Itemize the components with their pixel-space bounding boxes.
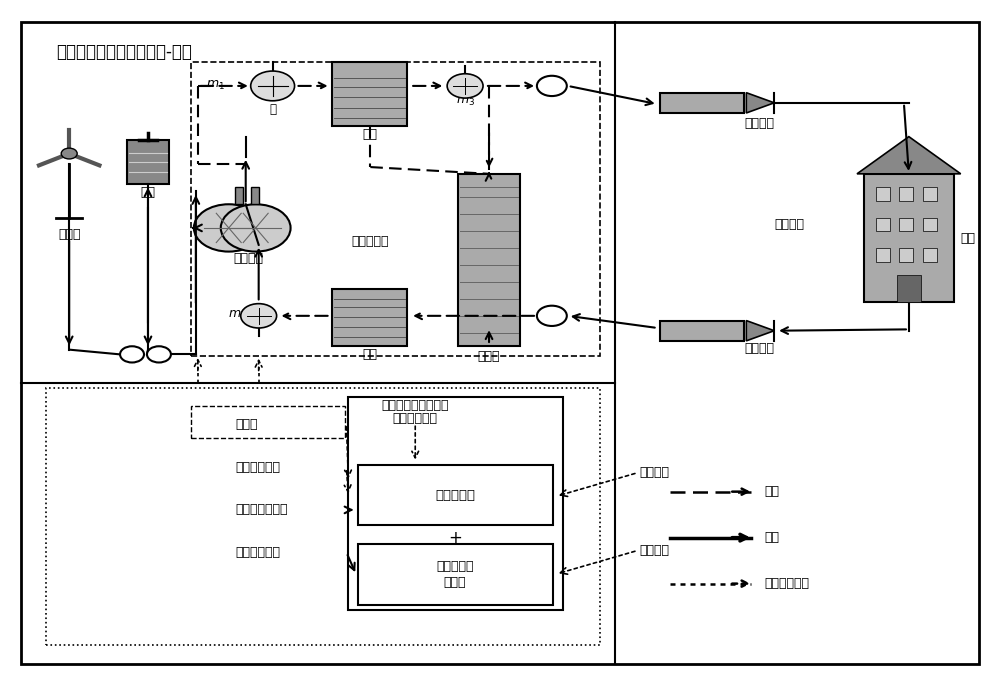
- Text: 泵调节: 泵调节: [236, 418, 258, 430]
- Bar: [923, 249, 937, 261]
- Text: +: +: [448, 529, 462, 547]
- Text: 机控制: 机控制: [444, 576, 466, 589]
- Bar: [923, 218, 937, 232]
- Circle shape: [61, 148, 77, 159]
- Polygon shape: [746, 320, 774, 341]
- Text: 站内热循环: 站内热循环: [352, 235, 389, 248]
- Bar: [358, 544, 553, 604]
- Bar: [251, 187, 259, 204]
- Text: 电池: 电池: [140, 185, 155, 198]
- Text: 实际检测信息: 实际检测信息: [764, 577, 809, 590]
- Text: 供水温度: 供水温度: [640, 466, 670, 479]
- Bar: [876, 249, 890, 261]
- Text: 风力机: 风力机: [58, 228, 80, 241]
- Bar: [876, 218, 890, 232]
- Polygon shape: [746, 92, 774, 113]
- Text: 回水管道: 回水管道: [744, 342, 774, 356]
- Text: 变换器占空比: 变换器占空比: [236, 462, 281, 475]
- Text: 热能: 热能: [764, 485, 779, 498]
- Circle shape: [537, 306, 567, 326]
- Bar: [46, 388, 600, 645]
- Text: 屋外温度: 屋外温度: [640, 544, 670, 557]
- Text: 泵: 泵: [269, 103, 276, 116]
- Bar: [899, 218, 913, 232]
- Text: 供水管道: 供水管道: [744, 117, 774, 130]
- Text: 直流母线电压: 直流母线电压: [236, 546, 281, 559]
- Text: 虚拟直流电: 虚拟直流电: [436, 559, 474, 572]
- Bar: [358, 464, 553, 526]
- Circle shape: [447, 74, 483, 98]
- Text: $m_2$: $m_2$: [228, 309, 247, 323]
- Bar: [660, 92, 744, 113]
- Bar: [458, 174, 520, 346]
- Text: 冷罐: 冷罐: [363, 348, 378, 361]
- Bar: [660, 320, 744, 341]
- Text: 变换器电感电流: 变换器电感电流: [236, 503, 288, 517]
- Bar: [899, 187, 913, 201]
- Circle shape: [537, 76, 567, 96]
- Bar: [899, 249, 913, 261]
- Bar: [923, 187, 937, 201]
- Text: $m_3$: $m_3$: [456, 95, 475, 108]
- Bar: [897, 275, 921, 302]
- Text: 换热器: 换热器: [478, 350, 500, 363]
- Text: 电热锅炉: 电热锅炉: [234, 252, 264, 265]
- Circle shape: [194, 204, 264, 252]
- Circle shape: [251, 71, 295, 100]
- Bar: [235, 187, 243, 204]
- Bar: [348, 397, 563, 610]
- Text: 电能: 电能: [764, 531, 779, 544]
- Text: $m_1$: $m_1$: [206, 79, 225, 92]
- Text: 热罐: 热罐: [363, 128, 378, 141]
- Bar: [127, 140, 169, 184]
- Bar: [864, 174, 954, 302]
- Bar: [191, 62, 600, 356]
- Polygon shape: [857, 136, 961, 174]
- Circle shape: [241, 304, 277, 328]
- Text: 站内热循环内各处液: 站内热循环内各处液: [381, 399, 449, 411]
- Text: 供水管网: 供水管网: [774, 218, 804, 231]
- Bar: [332, 62, 407, 126]
- Bar: [876, 187, 890, 201]
- Text: 位高度和温度: 位高度和温度: [393, 412, 438, 425]
- Circle shape: [221, 204, 291, 252]
- Text: 用户: 用户: [961, 232, 976, 244]
- Text: 热能流控制: 热能流控制: [435, 488, 475, 502]
- Bar: [191, 407, 345, 437]
- Text: 基于可再生能源的混合热-电站: 基于可再生能源的混合热-电站: [56, 43, 192, 61]
- Bar: [332, 289, 407, 346]
- Circle shape: [120, 346, 144, 363]
- Circle shape: [147, 346, 171, 363]
